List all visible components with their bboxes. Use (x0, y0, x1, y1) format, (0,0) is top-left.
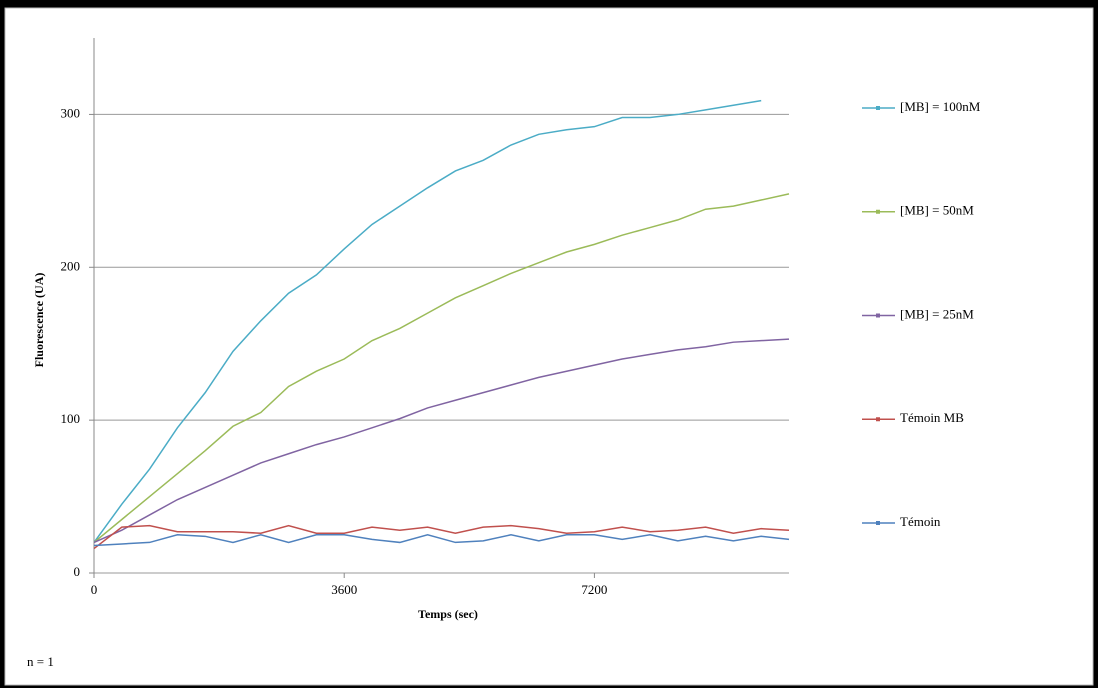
y-tick-label: 300 (61, 105, 81, 120)
x-tick-label: 7200 (581, 582, 607, 597)
x-axis-label: Temps (sec) (418, 607, 478, 621)
series-line (93, 99, 762, 543)
y-tick-label: 200 (61, 258, 81, 273)
legend-label: [MB] = 100nM (900, 99, 981, 114)
note: n = 1 (27, 654, 54, 669)
series-line (93, 524, 790, 550)
legend-label: Témoin (900, 514, 941, 529)
legend-marker (876, 417, 880, 422)
y-tick-label: 100 (61, 411, 81, 426)
legend-label: Témoin MB (900, 410, 964, 425)
x-tick-label: 3600 (331, 582, 357, 597)
chart-area (4, 7, 1094, 686)
series-line (93, 193, 790, 544)
x-tick-label: 0 (91, 582, 98, 597)
legend-marker (876, 106, 880, 110)
series-line (93, 338, 790, 544)
legend-marker (876, 313, 880, 318)
y-tick-label: 0 (74, 564, 81, 579)
legend-marker (876, 209, 880, 214)
legend-marker (876, 521, 880, 525)
legend-label: [MB] = 50nM (900, 203, 974, 218)
series-line (93, 534, 790, 547)
legend-label: [MB] = 25nM (900, 306, 974, 321)
y-axis-label: Fluorescence (UA) (32, 273, 46, 368)
